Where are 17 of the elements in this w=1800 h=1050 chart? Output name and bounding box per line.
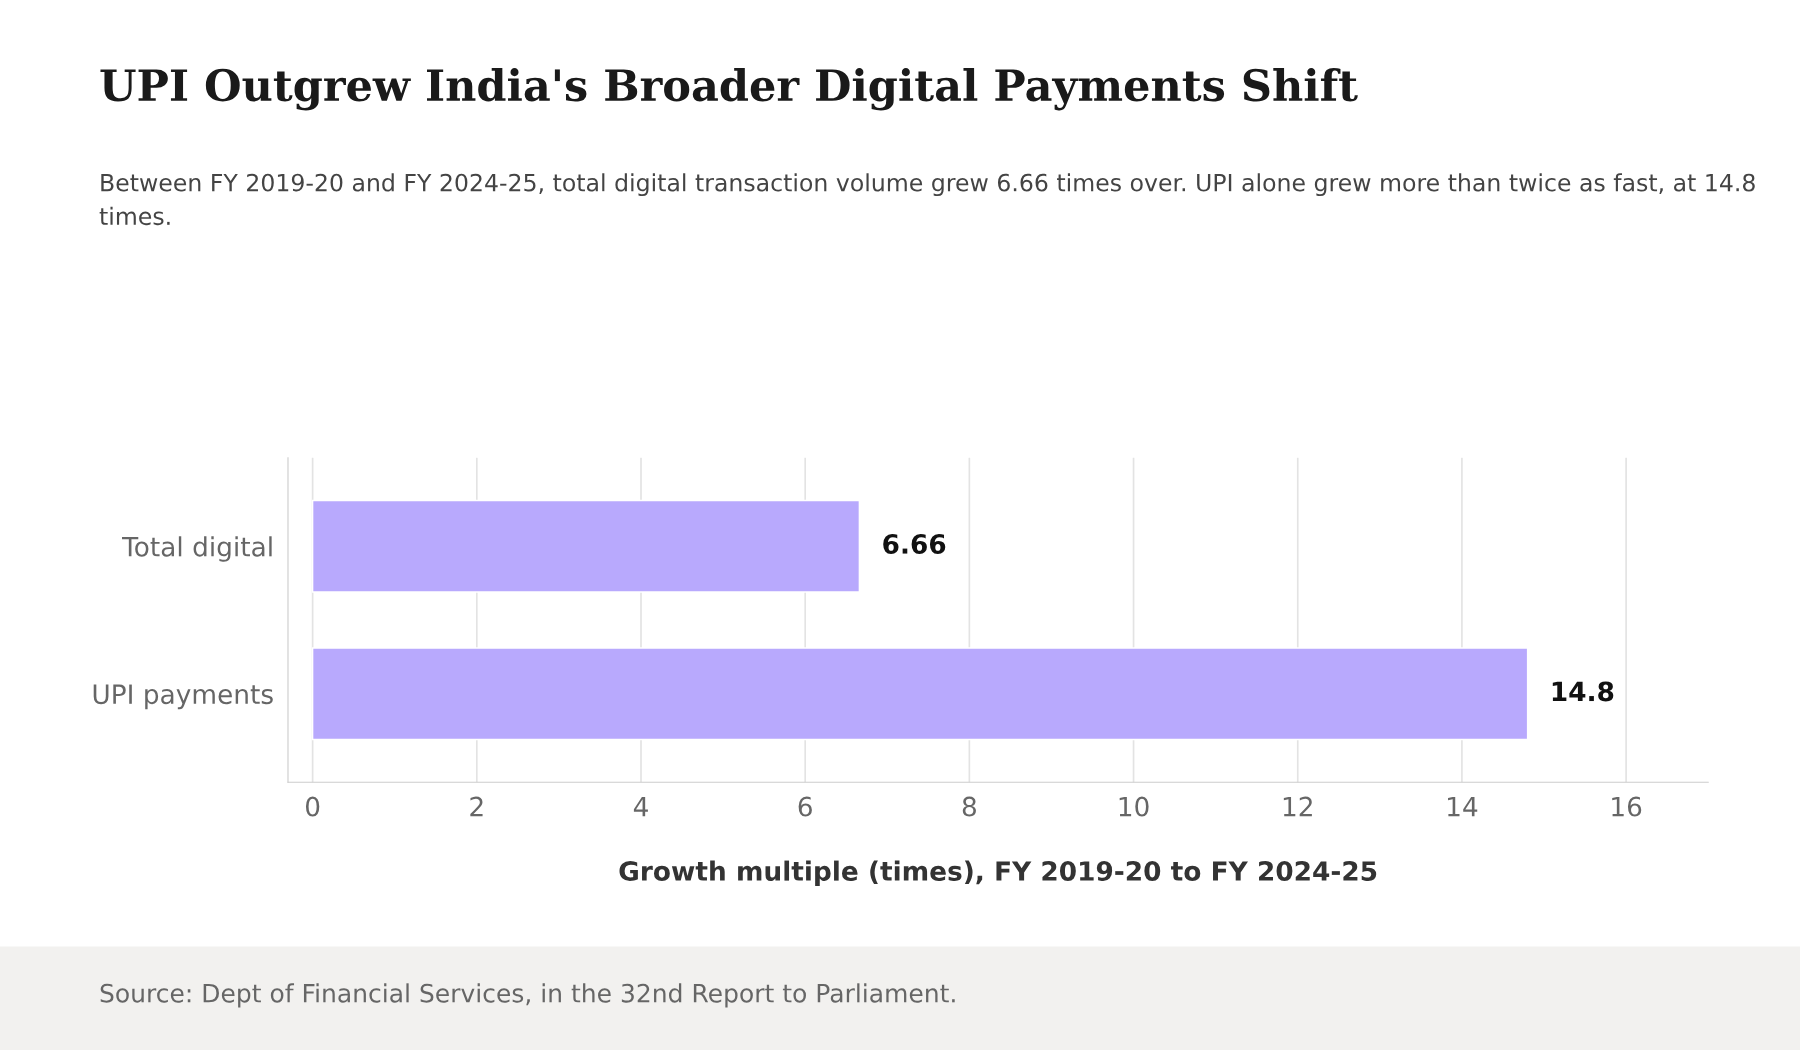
x-tick-label: 4 (633, 796, 648, 817)
chart-title: UPI Outgrew India's Broader Digital Payments Shift (100, 68, 1358, 111)
x-tick-label: 16 (1612, 796, 1642, 817)
x-tick-label: 6 (798, 796, 812, 817)
y-tick-label: Total digital (122, 536, 272, 562)
x-axis-title: Growth multiple (times), FY 2019-20 to FY 2024-25 (619, 860, 1377, 887)
x-tick-label: 12 (1283, 796, 1312, 817)
y-tick-label: UPI payments (93, 684, 273, 710)
x-tick-label: 2 (470, 796, 483, 817)
data-label: 6.66 (883, 534, 946, 554)
data-label: 14.8 (1552, 681, 1614, 702)
x-tick-label: 10 (1119, 796, 1149, 817)
chart-subtitle: Between FY 2019-20 and FY 2024-25, total digital transaction volume grew 6.66 times over. UPI alone grew more than twice as fast, at 14.8 times. (99, 173, 1755, 226)
source-note: Source: Dept of Financial Services, in the 32nd Report to Parliament. (100, 983, 955, 1008)
x-tick-label: 8 (962, 796, 976, 817)
x-tick-label: 14 (1448, 796, 1478, 817)
x-tick-label: 0 (305, 796, 320, 817)
